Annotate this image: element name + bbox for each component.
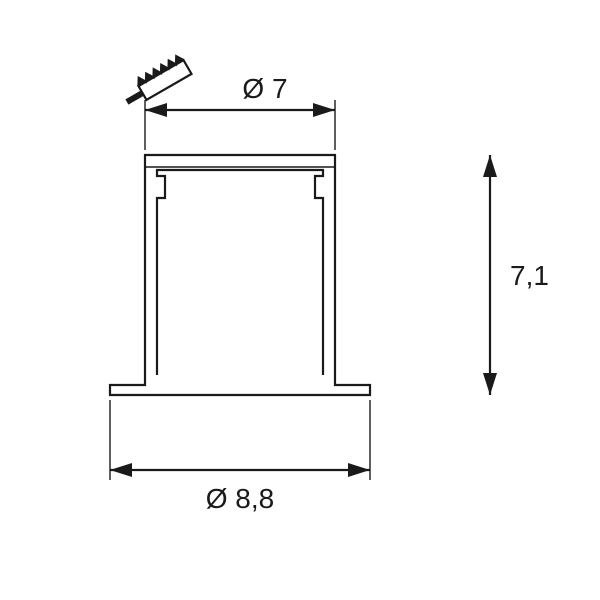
dimension-flange-diameter: Ø 8,8 xyxy=(206,483,274,514)
fixture-cross-section xyxy=(110,155,370,395)
technical-drawing: Ø 7 Ø 8,8 7,1 xyxy=(0,0,600,600)
dimension-cut-diameter: Ø 7 xyxy=(242,73,287,104)
hole-saw-icon xyxy=(119,54,191,109)
dimension-height: 7,1 xyxy=(510,260,549,291)
